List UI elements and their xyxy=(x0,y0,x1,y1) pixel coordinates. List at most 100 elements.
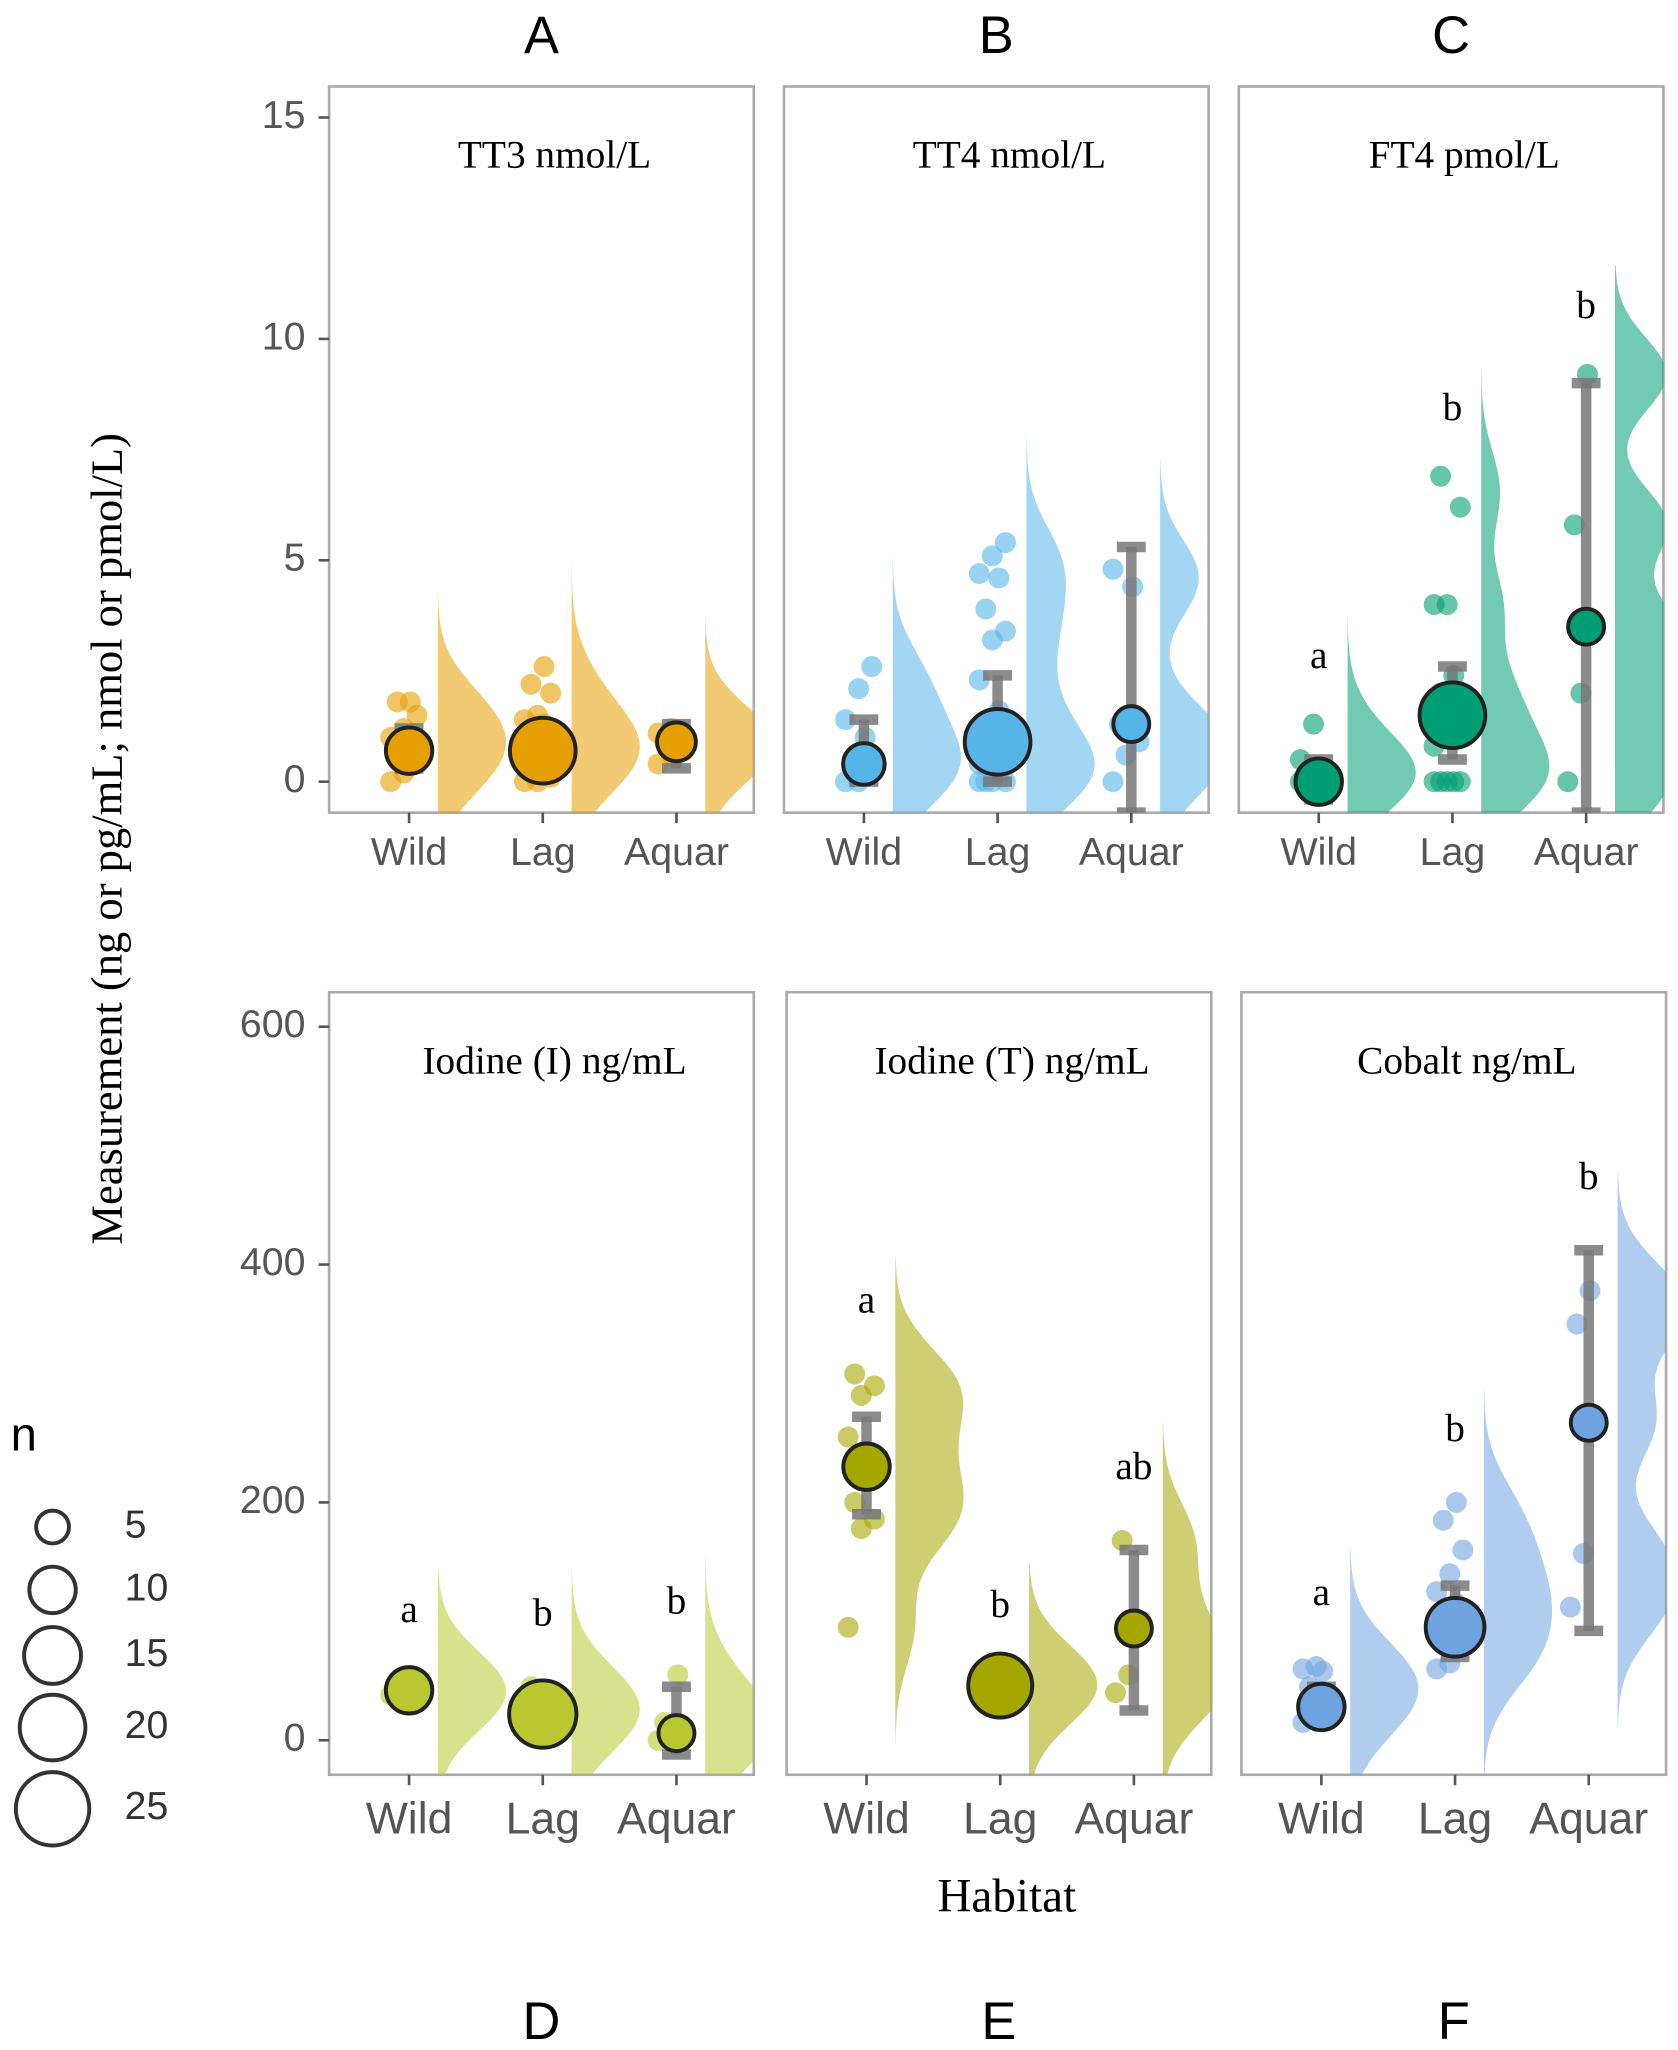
panel-marks xyxy=(835,433,1209,813)
data-point xyxy=(994,620,1016,642)
data-point xyxy=(1443,771,1465,793)
data-point xyxy=(1559,1596,1581,1618)
x-tick-label: Aquar xyxy=(617,1795,736,1844)
density xyxy=(892,557,961,813)
mean-point xyxy=(962,707,1033,777)
legend-circle xyxy=(27,1564,78,1616)
data-point xyxy=(975,598,997,620)
x-tick-label: Lag xyxy=(963,1795,1037,1844)
data-point xyxy=(1102,771,1124,793)
panel-marks xyxy=(837,1256,1212,1775)
panel-frame xyxy=(327,85,756,814)
panel-label: D xyxy=(523,1993,561,2050)
data-point xyxy=(844,1491,866,1513)
data-point xyxy=(1557,771,1579,793)
legend-circle xyxy=(17,1692,88,1763)
panel-label: B xyxy=(979,7,1014,65)
mean-point xyxy=(841,1441,892,1492)
data-point xyxy=(1436,594,1458,616)
significance-letter: b xyxy=(533,1590,553,1634)
significance-letter: b xyxy=(1445,1406,1465,1450)
data-point xyxy=(863,1375,885,1397)
density xyxy=(895,1256,964,1745)
density xyxy=(1029,1563,1098,1775)
x-tick-label: Lag xyxy=(510,830,576,874)
data-point xyxy=(533,656,555,678)
data-point xyxy=(1452,1539,1474,1561)
significance-letter: b xyxy=(1576,283,1596,327)
density xyxy=(705,619,754,813)
legend-circle xyxy=(22,1625,83,1686)
x-tick-label: Aquar xyxy=(1534,830,1639,874)
y-tick-label: 600 xyxy=(240,1002,306,1046)
panel-title: Iodine (I) ng/mL xyxy=(422,1038,686,1082)
density xyxy=(1350,1549,1419,1775)
panel-title: TT4 nmol/L xyxy=(913,133,1106,177)
data-point xyxy=(844,1363,866,1385)
x-tick-label: Aquar xyxy=(1074,1795,1193,1844)
data-point xyxy=(1439,1563,1461,1585)
significance-letter: b xyxy=(1579,1154,1599,1198)
mean-point xyxy=(507,1678,579,1750)
data-point xyxy=(1445,1491,1467,1513)
mean-point xyxy=(1111,704,1152,745)
mean-point xyxy=(1566,606,1607,647)
data-point xyxy=(981,545,1003,567)
density xyxy=(1481,367,1550,813)
density xyxy=(1162,1423,1212,1775)
data-point xyxy=(667,1664,689,1686)
density xyxy=(437,593,507,813)
data-point xyxy=(520,673,542,695)
panel-title: TT3 nmol/L xyxy=(458,133,651,177)
data-point xyxy=(988,567,1010,589)
legend-title: n xyxy=(11,1407,37,1460)
panel-label: C xyxy=(1432,7,1470,65)
y-tick-label: 10 xyxy=(262,314,306,358)
panel-marks xyxy=(380,557,754,813)
legend-label: 10 xyxy=(125,1565,169,1609)
data-point xyxy=(1430,465,1452,487)
panel-title: FT4 pmol/L xyxy=(1369,133,1560,177)
x-tick-label: Wild xyxy=(1281,830,1357,874)
y-axis-label: Measurement (ng or pg/mL; nmol or pmol/L… xyxy=(82,433,132,1245)
mean-point xyxy=(655,720,698,764)
density xyxy=(1347,615,1416,813)
legend-label: 5 xyxy=(125,1502,147,1546)
x-tick-label: Wild xyxy=(371,830,447,874)
y-tick-label: 0 xyxy=(284,1716,306,1760)
x-tick-label: Lag xyxy=(506,1795,580,1844)
data-point xyxy=(1432,1509,1454,1531)
significance-letter: b xyxy=(1443,385,1463,429)
x-tick-label: Lag xyxy=(1418,1795,1492,1844)
density xyxy=(571,557,640,813)
x-axis-label: Habitat xyxy=(937,1870,1076,1922)
legend-label: 20 xyxy=(125,1703,169,1747)
density xyxy=(571,1569,640,1775)
y-tick-label: 5 xyxy=(284,536,306,580)
density xyxy=(705,1557,754,1775)
mean-point xyxy=(1296,1681,1347,1733)
significance-letter: a xyxy=(400,1587,417,1631)
panel-title: Cobalt ng/mL xyxy=(1357,1038,1576,1082)
data-point xyxy=(861,656,883,678)
legend-label: 25 xyxy=(125,1784,169,1828)
legend-circle xyxy=(34,1508,71,1546)
x-tick-label: Aquar xyxy=(1529,1795,1648,1844)
significance-letter: a xyxy=(1313,1570,1330,1614)
data-point xyxy=(540,682,562,704)
data-point xyxy=(399,691,421,713)
data-point xyxy=(1305,1656,1327,1678)
significance-letter: ab xyxy=(1115,1444,1152,1488)
panel-label: F xyxy=(1438,1993,1470,2050)
density xyxy=(1617,1173,1667,1725)
data-point xyxy=(994,532,1016,554)
panel-marks xyxy=(1289,265,1664,813)
data-point xyxy=(1102,558,1124,580)
y-tick-label: 200 xyxy=(240,1478,306,1522)
density xyxy=(1614,265,1664,813)
panel-frame xyxy=(327,990,756,1777)
data-point xyxy=(1566,1313,1588,1335)
legend-label: 15 xyxy=(125,1631,169,1675)
panel-label: A xyxy=(524,7,559,65)
x-tick-label: Aquar xyxy=(624,830,729,874)
